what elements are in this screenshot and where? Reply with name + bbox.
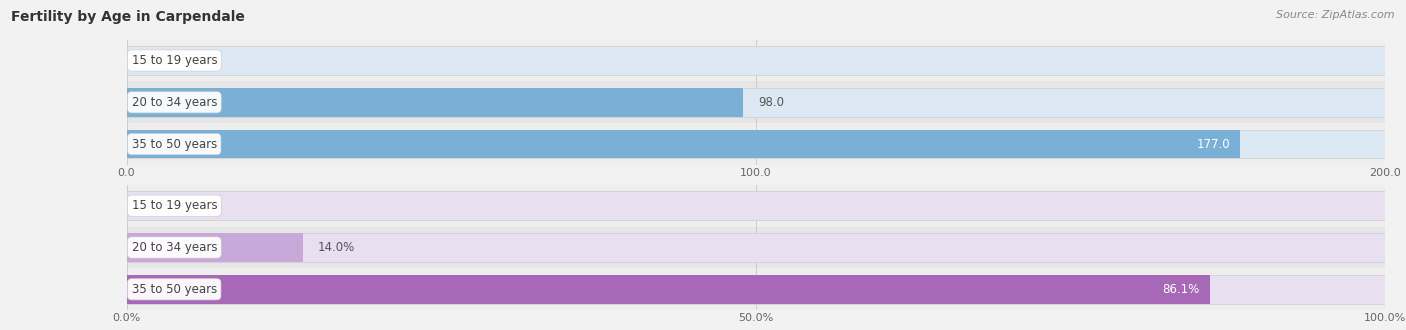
Bar xyxy=(127,233,302,262)
Bar xyxy=(127,88,1385,116)
Bar xyxy=(127,123,1385,165)
Text: 177.0: 177.0 xyxy=(1197,138,1230,150)
Text: 86.1%: 86.1% xyxy=(1163,283,1199,296)
Text: Fertility by Age in Carpendale: Fertility by Age in Carpendale xyxy=(11,10,245,24)
Bar xyxy=(127,46,1385,75)
Text: 35 to 50 years: 35 to 50 years xyxy=(132,283,217,296)
Text: 15 to 19 years: 15 to 19 years xyxy=(132,199,217,212)
Text: 14.0%: 14.0% xyxy=(318,241,356,254)
Text: 98.0: 98.0 xyxy=(758,96,785,109)
Bar xyxy=(127,130,1385,158)
Text: 20 to 34 years: 20 to 34 years xyxy=(132,96,217,109)
Text: 35 to 50 years: 35 to 50 years xyxy=(132,138,217,150)
Bar xyxy=(127,185,1385,227)
Bar xyxy=(127,233,1385,262)
Bar xyxy=(127,191,1385,220)
Bar xyxy=(127,40,1385,82)
Bar xyxy=(127,275,1385,304)
Text: Source: ZipAtlas.com: Source: ZipAtlas.com xyxy=(1277,10,1395,20)
Text: 0.0: 0.0 xyxy=(142,54,160,67)
Bar xyxy=(127,82,1385,123)
Bar xyxy=(127,88,744,116)
Bar xyxy=(127,227,1385,268)
Bar xyxy=(127,275,1211,304)
Bar xyxy=(127,130,1240,158)
Text: 0.0%: 0.0% xyxy=(142,199,172,212)
Bar xyxy=(127,268,1385,310)
Text: 20 to 34 years: 20 to 34 years xyxy=(132,241,217,254)
Text: 15 to 19 years: 15 to 19 years xyxy=(132,54,217,67)
